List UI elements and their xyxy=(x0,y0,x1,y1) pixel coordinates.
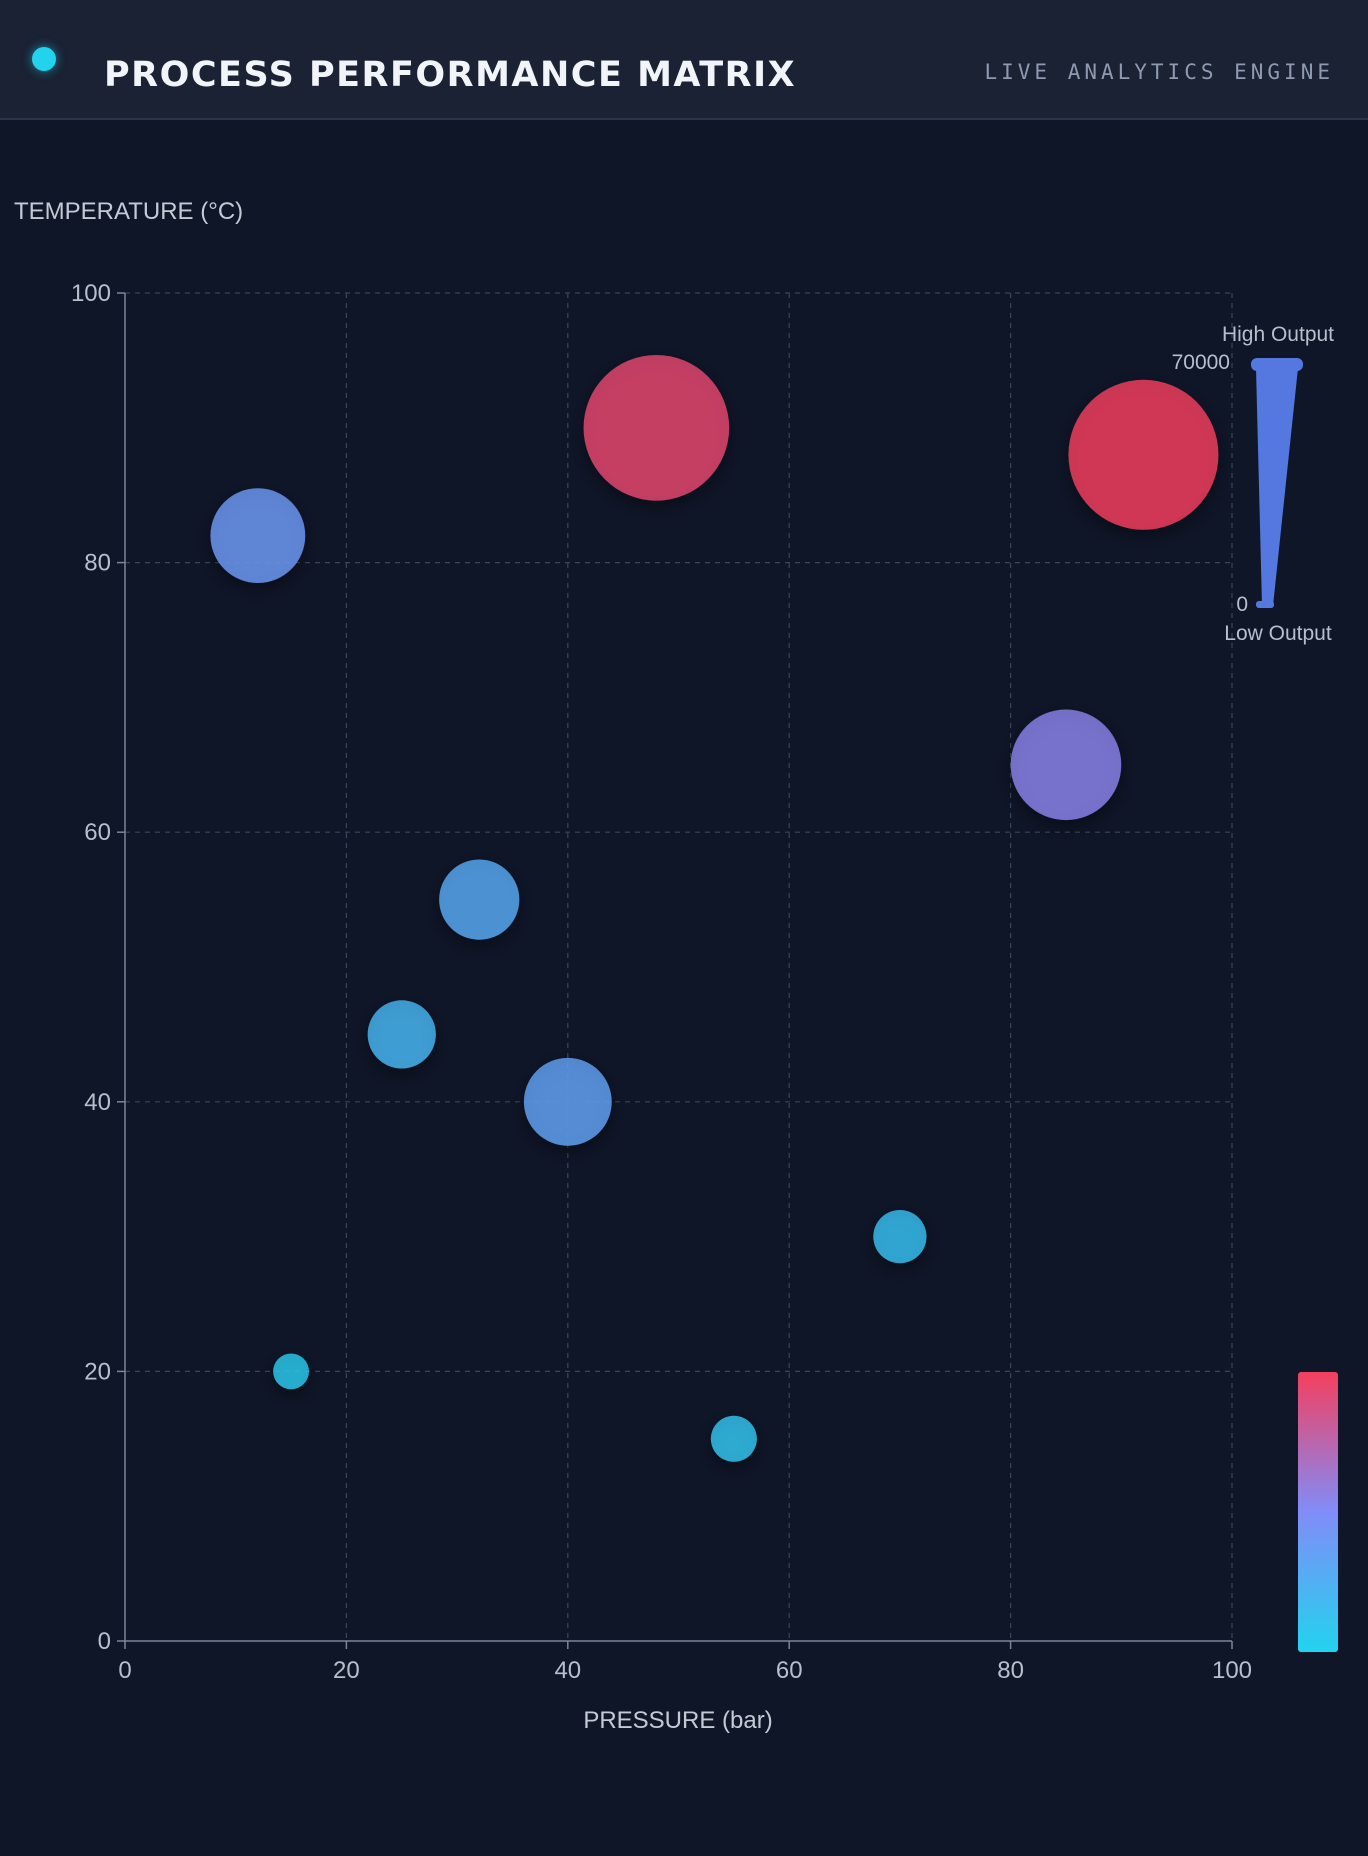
live-status-dot xyxy=(32,47,56,71)
size-legend-wedge xyxy=(1256,368,1298,606)
bubble-point xyxy=(439,859,520,940)
tick-labels: 0 20 40 60 80 100 0 20 40 60 80 100 xyxy=(71,280,1252,1684)
y-tick-label: 60 xyxy=(84,819,111,846)
x-tick-label: 40 xyxy=(554,1657,581,1684)
y-axis-label: TEMPERATURE (°C) xyxy=(14,198,243,225)
y-tick-label: 20 xyxy=(84,1358,111,1385)
bubble-series xyxy=(210,355,1219,1462)
y-tick-label: 80 xyxy=(84,550,111,577)
page-title: PROCESS PERFORMANCE MATRIX xyxy=(104,55,797,95)
color-scale-legend xyxy=(1298,1372,1338,1652)
x-tick-label: 80 xyxy=(997,1657,1024,1684)
size-legend-high-label: High Output xyxy=(1222,323,1334,346)
x-tick-label: 100 xyxy=(1212,1657,1252,1684)
y-tick-label: 40 xyxy=(84,1089,111,1116)
size-legend-low-label: Low Output xyxy=(1224,622,1332,645)
page-subtitle: LIVE ANALYTICS ENGINE xyxy=(984,60,1334,84)
bubble-point xyxy=(1068,379,1219,530)
bubble-point xyxy=(210,488,306,584)
bubble-point xyxy=(523,1057,612,1146)
bubble-point xyxy=(273,1353,309,1390)
x-axis-label: PRESSURE (bar) xyxy=(583,1707,772,1734)
bubble-point xyxy=(1010,709,1122,821)
bubble-point xyxy=(583,355,730,501)
size-legend-min-value: 0 xyxy=(1236,593,1248,616)
header: PROCESS PERFORMANCE MATRIX LIVE ANALYTIC… xyxy=(0,0,1368,120)
x-tick-label: 60 xyxy=(776,1657,803,1684)
bubble-chart: TEMPERATURE (°C) PRESSURE (bar) 0 20 40 60 8… xyxy=(14,198,1338,1734)
size-legend-max-value: 70000 xyxy=(1172,351,1230,374)
size-legend: High Output 70000 0 Low Output xyxy=(1172,323,1335,645)
size-legend-bottom-handle xyxy=(1256,601,1274,608)
x-tick-label: 0 xyxy=(118,1657,131,1684)
y-tick-label: 100 xyxy=(71,280,111,307)
bubble-point xyxy=(710,1415,757,1462)
size-legend-top-handle xyxy=(1251,358,1303,371)
axes xyxy=(117,292,1233,1649)
y-tick-label: 0 xyxy=(98,1628,111,1655)
bubble-point xyxy=(367,1000,436,1069)
grid-lines xyxy=(125,292,1233,1641)
x-tick-label: 20 xyxy=(333,1657,360,1684)
bubble-point xyxy=(873,1210,927,1264)
